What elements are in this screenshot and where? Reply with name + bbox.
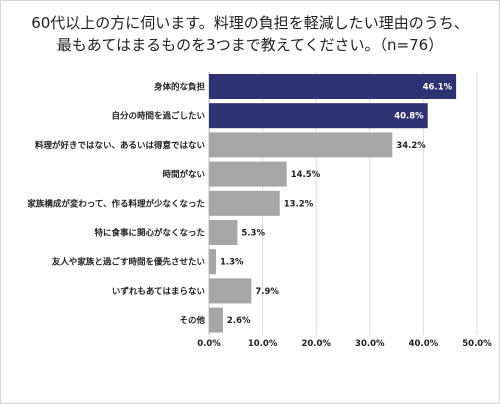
- bar: [209, 190, 280, 216]
- chart-title: 60代以上の方に伺います。料理の負担を軽減したい理由のうち、 最もあてはまるもの…: [0, 12, 500, 56]
- x-tick-label: 0.0%: [197, 339, 221, 349]
- category-label: 時間がない: [162, 169, 205, 180]
- x-tick-label: 20.0%: [301, 339, 331, 349]
- value-label: 7.9%: [255, 287, 279, 297]
- bar: [209, 161, 287, 187]
- value-label: 13.2%: [284, 199, 314, 209]
- category-label: 友人や家族と過ごす時間を優先させたい: [51, 257, 205, 268]
- category-label: いずれもあてはまらない: [112, 286, 205, 297]
- value-label: 2.6%: [227, 316, 251, 326]
- bar: [209, 103, 428, 129]
- value-label: 1.3%: [220, 258, 244, 268]
- value-label: 40.8%: [394, 112, 424, 122]
- bar: [209, 278, 252, 304]
- bar: [209, 132, 393, 158]
- value-label: 46.1%: [423, 83, 453, 93]
- category-label: 自分の時間を過ごしたい: [111, 111, 205, 122]
- category-label: その他: [179, 315, 205, 326]
- category-label: 家族構成が変わって、作る料理が少なくなった: [27, 198, 205, 209]
- value-label: 5.3%: [241, 229, 265, 239]
- x-tick-label: 50.0%: [462, 339, 492, 349]
- value-label: 14.5%: [291, 170, 321, 180]
- x-tick-label: 40.0%: [409, 339, 439, 349]
- value-label: 34.2%: [396, 141, 426, 151]
- category-label: 身体的な負担: [153, 82, 206, 93]
- bar: [209, 307, 223, 333]
- bar: [209, 220, 238, 245]
- x-tick-label: 10.0%: [248, 339, 278, 349]
- x-tick-label: 30.0%: [355, 339, 385, 349]
- bar: [209, 249, 216, 275]
- bar: [209, 74, 457, 99]
- chart-title-line-1: 60代以上の方に伺います。料理の負担を軽減したい理由のうち、: [31, 14, 469, 32]
- category-label: 特に食事に関心がなくなった: [94, 228, 205, 239]
- chart-title-line-2: 最もあてはまるものを3つまで教えてください。（n=76）: [56, 36, 444, 54]
- category-label: 料理が好きではない、あるいは得意ではない: [35, 140, 205, 151]
